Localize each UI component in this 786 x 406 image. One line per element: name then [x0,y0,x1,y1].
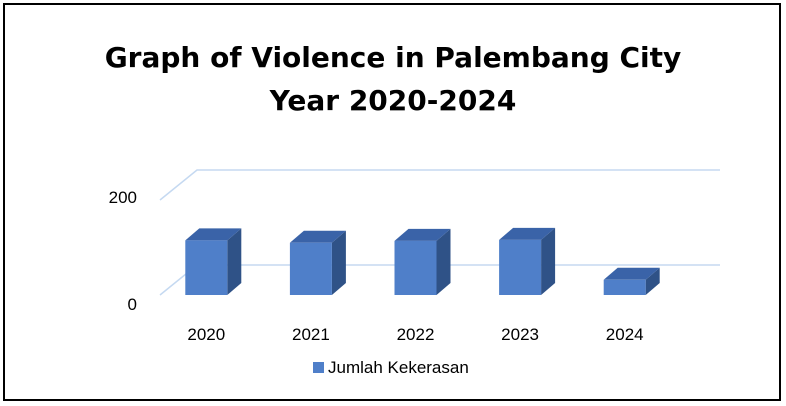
bar-top [603,267,660,280]
chart-frame [3,3,781,401]
bar [603,267,660,295]
y-tick-label: 200 [109,188,137,207]
x-tick-label: 2023 [501,325,539,344]
gridline [159,169,720,201]
bar-top [499,227,556,240]
bar [289,230,346,295]
bar [185,228,242,295]
bar-top [394,228,451,241]
x-tick-label: 2022 [397,325,435,344]
x-tick-label: 2024 [606,325,644,344]
bar-side [541,227,556,295]
bar-front [394,240,437,295]
bar-front [289,242,332,295]
bar-top [289,230,346,243]
bar-front [603,279,646,295]
legend-label: Jumlah Kekerasan [328,358,469,377]
bar [394,228,451,295]
chart-title-line-1: Graph of Violence in Palembang City [104,41,682,74]
y-tick-label: 0 [128,295,137,314]
chart-title-line-2: Year 2020-2024 [269,84,517,117]
bar-side [227,228,242,295]
x-tick-label: 2020 [187,325,225,344]
x-tick-label: 2021 [292,325,330,344]
bar-side [436,228,451,295]
bar [499,227,556,295]
bar-top [185,228,242,241]
bar-side [331,230,346,295]
bar-front [185,240,228,295]
bar-side [645,267,660,295]
legend-swatch [313,362,324,373]
bar-front [499,239,542,295]
